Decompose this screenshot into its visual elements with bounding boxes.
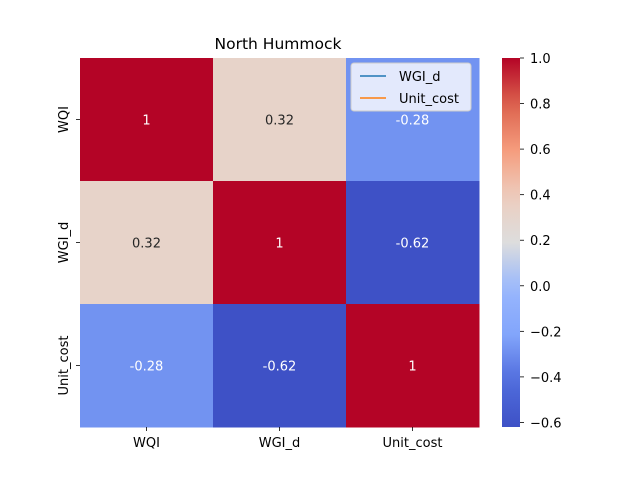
y-axis-tick-labels: WQI WGI_d Unit_cost xyxy=(57,106,80,395)
colorbar-tick-label: −0.4 xyxy=(530,371,562,386)
x-tick-label: Unit_cost xyxy=(383,436,443,451)
legend-label: WGI_d xyxy=(399,70,441,85)
legend-label: Unit_cost xyxy=(399,92,459,107)
colorbar-tick-label: 0.2 xyxy=(530,234,551,249)
heatmap-cell-label: -0.28 xyxy=(396,114,430,129)
x-tick-label: WGI_d xyxy=(259,436,301,451)
heatmap-cell-label: -0.28 xyxy=(130,360,164,375)
legend-box xyxy=(350,62,472,112)
heatmap-cell-labels: 1 0.32 -0.28 0.32 1 -0.62 -0.28 -0.62 1 xyxy=(130,114,430,375)
heatmap-cell xyxy=(346,181,480,305)
heatmap-cell-label: 1 xyxy=(275,237,283,252)
heatmap-cells xyxy=(80,58,480,428)
heatmap-cell-label: 0.32 xyxy=(132,237,161,252)
colorbar-tick-label: −0.6 xyxy=(530,416,562,431)
heatmap-cell xyxy=(213,181,347,305)
heatmap-cell xyxy=(80,181,214,305)
colorbar-tick-label: −0.2 xyxy=(530,325,562,340)
heatmap-cell-label: 0.32 xyxy=(265,114,294,129)
colorbar-tick-label: 0.6 xyxy=(530,143,551,158)
x-tick-label: WQI xyxy=(133,436,160,451)
heatmap-cell-label: -0.62 xyxy=(263,360,297,375)
colorbar: 1.0 0.8 0.6 0.4 0.2 0.0 −0.2 −0.4 −0.6 xyxy=(502,52,562,431)
colorbar-tick-label: 1.0 xyxy=(530,52,551,67)
colorbar-tick-label: 0.4 xyxy=(530,189,551,204)
heatmap-cell xyxy=(346,304,480,428)
y-tick-label: WGI_d xyxy=(57,222,72,264)
heatmap-cell xyxy=(80,58,214,182)
heatmap-cell-label: 1 xyxy=(142,114,150,129)
chart-title: North Hummock xyxy=(215,35,342,53)
colorbar-tick-label: 0.0 xyxy=(530,280,551,295)
heatmap-cell-label: -0.62 xyxy=(396,237,430,252)
heatmap-cell-label: 1 xyxy=(408,360,416,375)
heatmap-cell xyxy=(213,58,347,182)
y-tick-label: WQI xyxy=(57,106,72,133)
colorbar-gradient xyxy=(502,58,520,427)
colorbar-tick-label: 0.8 xyxy=(530,98,551,113)
x-axis-tick-labels: WQI WGI_d Unit_cost xyxy=(133,427,442,451)
heatmap-cell xyxy=(80,304,214,428)
y-tick-label: Unit_cost xyxy=(57,336,72,396)
heatmap-cell xyxy=(213,304,347,428)
legend: WGI_d Unit_cost xyxy=(350,62,472,112)
